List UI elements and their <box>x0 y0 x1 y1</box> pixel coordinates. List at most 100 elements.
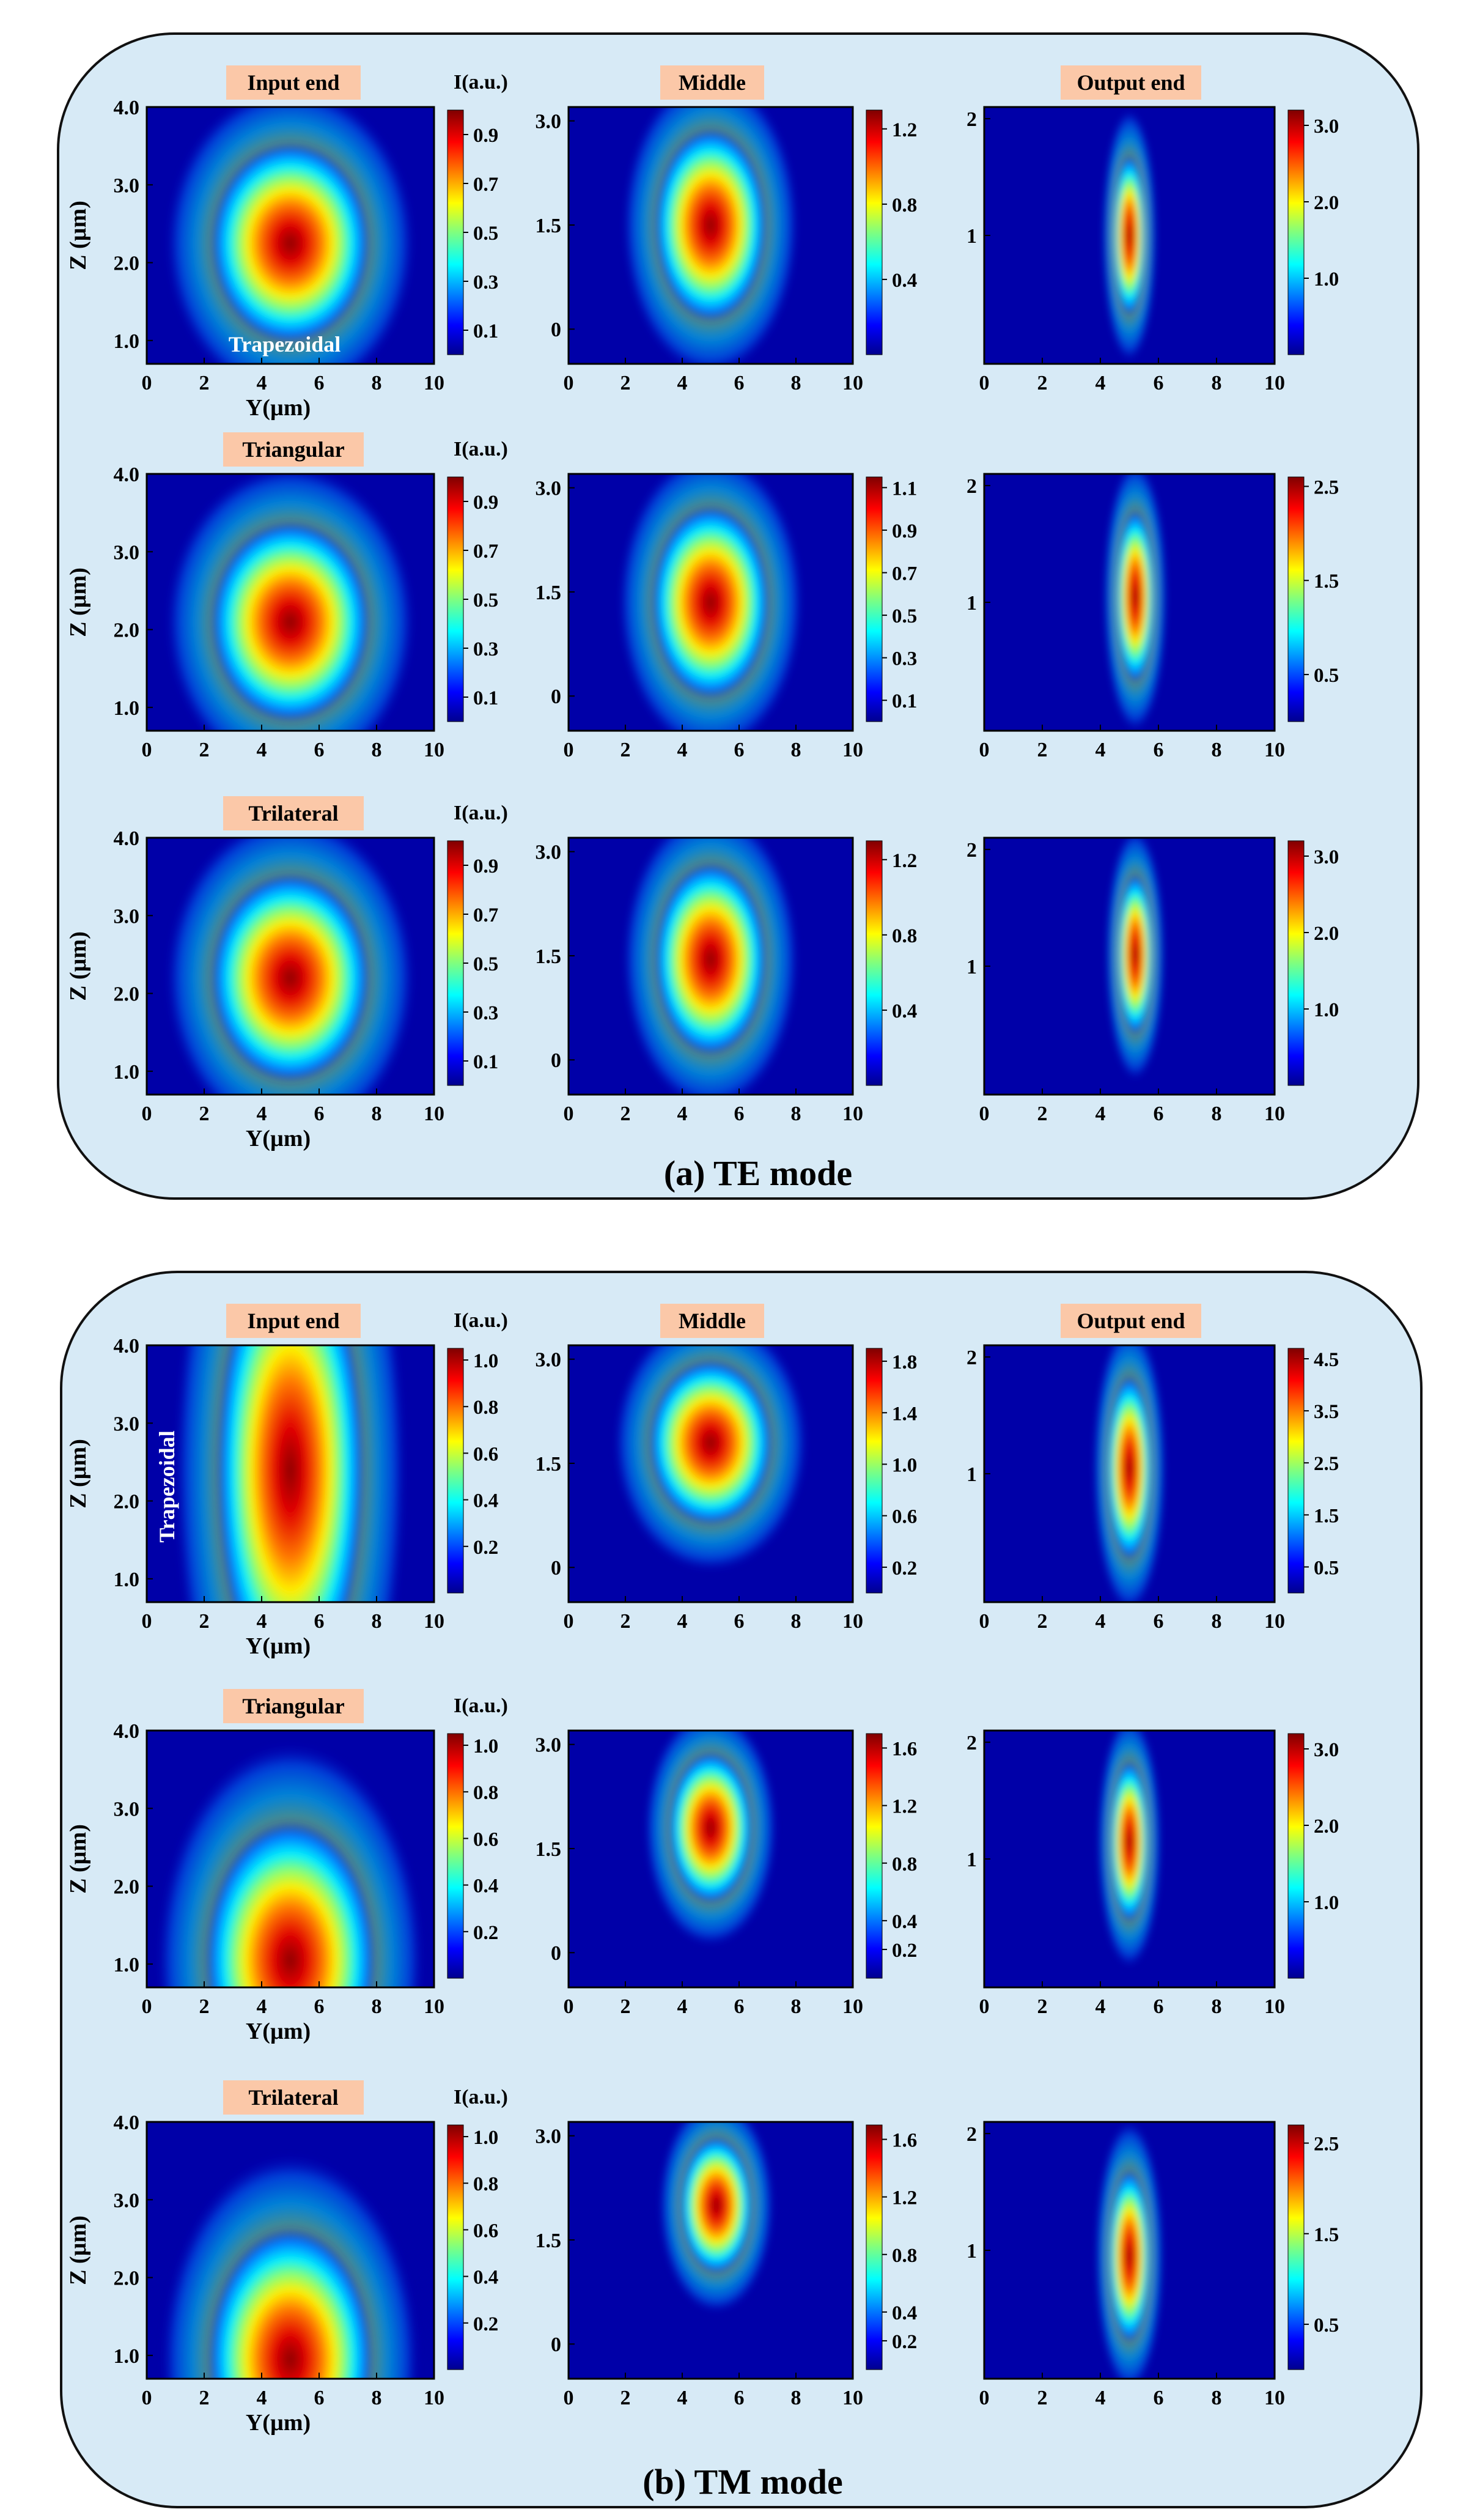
colorbar-tick-label: 1.6 <box>892 2130 917 2152</box>
heatmap-TM-trapezoidal-middle: 0 2 4 6 8 10 0 1.5 3.0 0.2 0.6 1.0 1.4 1.8 <box>536 1344 917 1633</box>
row-tag-label: Input end <box>247 1309 339 1333</box>
column-header-label: Middle <box>679 1309 746 1333</box>
intensity-spot <box>653 862 768 1057</box>
y-tick-label: 1.5 <box>536 215 562 237</box>
colorbar-tick-label: 0.1 <box>473 1051 498 1073</box>
colorbar-tick-label: 0.9 <box>892 520 917 542</box>
colorbar-tick-label: 2.5 <box>1314 1453 1339 1475</box>
y-tick-label: 2 <box>966 2123 977 2146</box>
heatmap-TE-triangular-middle: 0 2 4 6 8 10 0 1.5 3.0 0.1 0.3 0.5 0.7 0.9 1.1 <box>536 473 917 761</box>
colorbar-tick-label: 0.6 <box>473 2220 498 2242</box>
colorbar-tick-label: 0.8 <box>473 1397 498 1419</box>
x-tick-label: 2 <box>620 372 631 394</box>
colorbar-tick-label: 0.2 <box>473 1922 498 1944</box>
colorbar-label: I(a.u.) <box>454 71 508 94</box>
row-tag-bg <box>223 1689 364 1723</box>
y-axis-label: Z (µm) <box>65 1439 91 1509</box>
shape-tag: Trapezoidal <box>229 332 341 357</box>
x-tick-label: 2 <box>199 739 210 761</box>
x-tick-label: 10 <box>424 2387 444 2409</box>
colorbar-tick-label: 3.0 <box>1314 116 1339 138</box>
y-tick-label: 1 <box>966 592 977 615</box>
x-tick-label: 8 <box>1212 1995 1222 2018</box>
column-header-label: Middle <box>679 70 746 95</box>
x-tick-label: 4 <box>1095 2387 1106 2409</box>
intensity-spot <box>215 1345 366 1602</box>
plot-frame <box>145 473 435 732</box>
x-tick-label: 10 <box>1264 1995 1285 2018</box>
x-tick-label: 8 <box>372 1995 382 2018</box>
y-tick-label: 2 <box>966 1347 977 1369</box>
row-tag-bg <box>223 796 364 830</box>
x-tick-label: 8 <box>791 1610 801 1633</box>
x-tick-label: 4 <box>257 1610 267 1633</box>
x-axis-label: Y(µm) <box>246 2410 311 2436</box>
x-tick-label: 2 <box>620 739 631 761</box>
x-tick-label: 6 <box>1154 372 1164 394</box>
colorbar-tick-label: 1.0 <box>473 2127 498 2149</box>
colorbar-tick-label: 0.8 <box>473 2173 498 2195</box>
x-tick-label: 8 <box>372 739 382 761</box>
colorbar-tick-label: 2.0 <box>1314 192 1339 214</box>
intensity-spot <box>668 1751 754 1904</box>
intensity-spot <box>679 2135 754 2275</box>
y-tick-label: 3.0 <box>536 1734 562 1757</box>
column-header-bg <box>660 1304 764 1338</box>
heatmap-TM-trapezoidal-input: 0 2 4 6 8 10 Y(µm) 1.0 2.0 3.0 4.0 Z (µm) Trapezoida… <box>65 1309 508 1659</box>
colorbar-tick-label: 1.5 <box>1314 2224 1339 2246</box>
y-tick-label: 3.0 <box>114 174 140 197</box>
panels-layer: (a) TE mode Input end Middle Output end 0 2 4 6… <box>57 32 1423 2508</box>
row-tag-label: Trilateral <box>248 2085 338 2110</box>
plot-field <box>1102 108 1157 363</box>
colorbar-tick-label: 0.5 <box>1314 1557 1339 1579</box>
y-tick-label: 4.0 <box>114 2112 140 2134</box>
x-tick-label: 6 <box>734 739 745 761</box>
y-tick-label: 1.0 <box>114 697 140 720</box>
y-tick-label: 1 <box>966 225 977 248</box>
intensity-spot <box>210 873 371 1083</box>
x-tick-label: 0 <box>564 1995 574 2018</box>
colorbar-tick-label: 0.4 <box>892 1000 917 1022</box>
colorbar-label: I(a.u.) <box>454 1309 508 1332</box>
x-tick-label: 0 <box>564 1103 574 1125</box>
intensity-spot <box>648 1359 773 1526</box>
y-tick-label: 1.5 <box>536 1453 562 1476</box>
y-tick-label: 4.0 <box>114 97 140 119</box>
x-tick-label: 2 <box>199 1995 210 2018</box>
x-tick-label: 6 <box>734 372 745 394</box>
colorbar <box>1287 1348 1305 1594</box>
x-tick-label: 6 <box>1154 1103 1164 1125</box>
x-tick-label: 8 <box>372 1610 382 1633</box>
intensity-spot <box>210 520 371 723</box>
x-tick-label: 2 <box>1037 1610 1048 1633</box>
colorbar <box>866 476 883 722</box>
x-tick-label: 0 <box>979 372 990 394</box>
x-axis-label: Y(µm) <box>246 395 311 421</box>
colorbar-tick-label: 0.8 <box>892 925 917 947</box>
x-tick-label: 2 <box>199 1103 210 1125</box>
intensity-spot <box>207 2226 374 2379</box>
x-tick-label: 0 <box>142 1103 152 1125</box>
x-tick-label: 2 <box>620 1610 631 1633</box>
x-tick-label: 2 <box>1037 2387 1048 2409</box>
row-tag-label: Input end <box>247 70 339 95</box>
x-tick-label: 10 <box>842 1610 863 1633</box>
colorbar-tick-label: 0.5 <box>1314 2315 1339 2337</box>
x-tick-label: 8 <box>1212 2387 1222 2409</box>
colorbar <box>1287 1733 1305 1979</box>
x-tick-label: 10 <box>424 1995 444 2018</box>
colorbar-tick-label: 1.5 <box>1314 1505 1339 1527</box>
plot-field <box>174 1345 407 1602</box>
intensity-spot <box>1112 153 1147 317</box>
colorbar-tick-label: 0.7 <box>892 563 917 585</box>
colorbar-tick-label: 0.2 <box>473 2313 498 2335</box>
colorbar-tick-label: 1.2 <box>892 2187 917 2209</box>
intensity-spot <box>204 1820 377 1987</box>
x-tick-label: 4 <box>257 372 267 394</box>
shape-tag: Trapezoidal <box>155 1430 179 1542</box>
y-axis-label: Z (µm) <box>65 931 91 1001</box>
colorbar-tick-label: 0.8 <box>473 1782 498 1804</box>
heatmap-TE-trilateral-input: 0 2 4 6 8 10 Y(µm) 1.0 2.0 3.0 4.0 Z (µm) 0.1 0.3 0.5 0… <box>65 802 508 1151</box>
